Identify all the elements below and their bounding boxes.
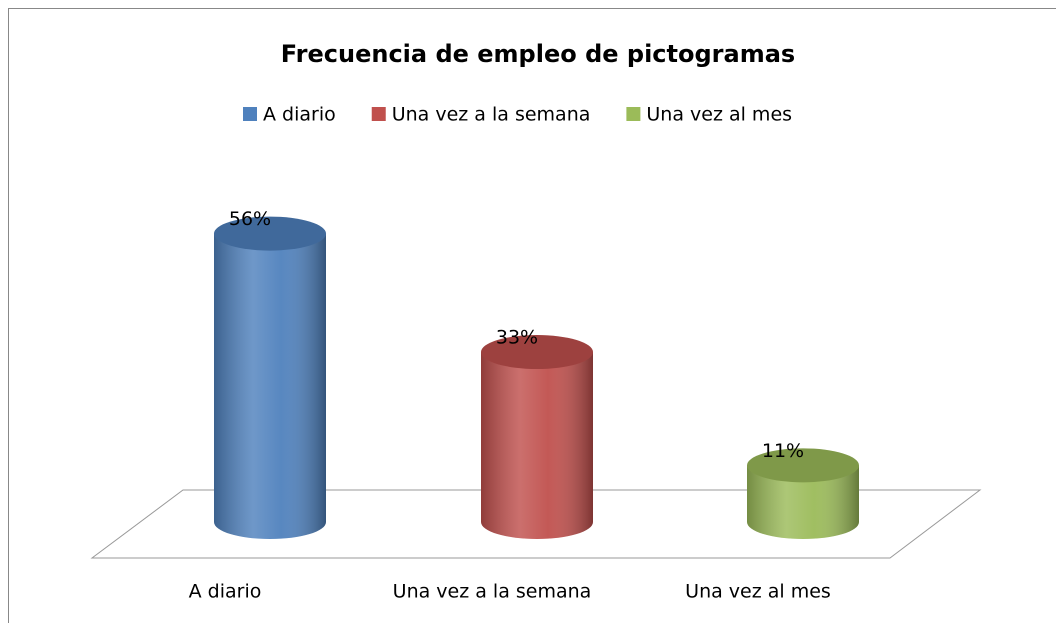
x-tick-label: Una vez al mes	[685, 581, 831, 603]
legend-swatch	[371, 107, 386, 121]
bar-shade	[747, 465, 859, 539]
bar-top	[747, 448, 859, 483]
x-tick-label: Una vez a la semana	[393, 581, 592, 603]
chart-title: Frecuencia de empleo de pictogramas	[281, 40, 795, 68]
legend: A diario Una vez a la semana Una vez al me…	[243, 104, 792, 126]
legend-label: A diario	[263, 104, 336, 126]
bar	[214, 216, 326, 539]
x-tick-label: A diario	[189, 581, 262, 603]
bar-shade	[214, 233, 326, 539]
bar	[481, 335, 593, 539]
bar-top-shade	[747, 448, 859, 483]
bar-top	[481, 335, 593, 370]
bar-top-shade	[481, 335, 593, 370]
legend-swatch	[626, 107, 641, 121]
bar-top-shade	[214, 216, 326, 251]
value-label: 11%	[762, 440, 804, 462]
bar	[747, 448, 859, 539]
bar-shade	[481, 352, 593, 539]
value-label: 56%	[229, 208, 271, 230]
bar-top	[214, 216, 326, 251]
legend-label: Una vez a la semana	[392, 104, 591, 126]
value-label: 33%	[496, 327, 538, 349]
legend-label: Una vez al mes	[646, 104, 792, 126]
legend-swatch	[243, 107, 257, 121]
